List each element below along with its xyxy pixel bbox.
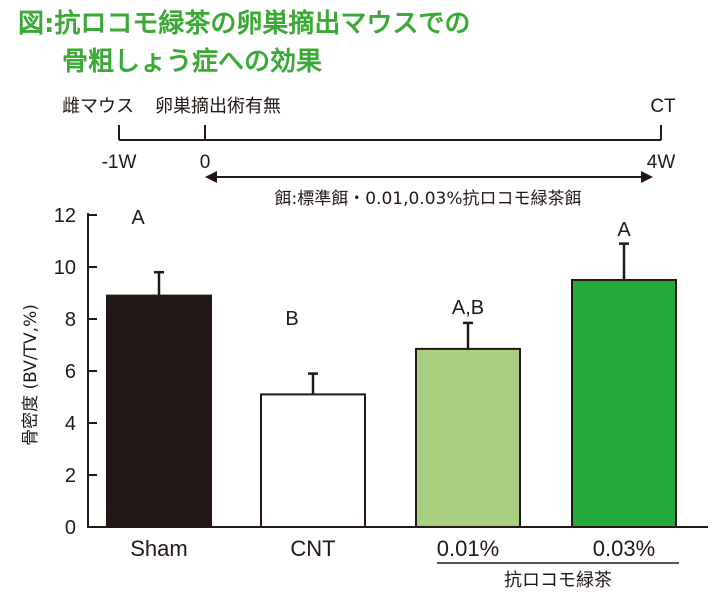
significance-label: B (285, 308, 298, 330)
timeline-label-mid: 卵巣摘出術有無 (155, 96, 281, 117)
x-tick-label: 0.01% (437, 536, 499, 561)
y-tick-label: 6 (65, 361, 76, 383)
feed-note: 餌:標準餌・0.01,0.03%抗ロコモ緑茶餌 (275, 189, 582, 209)
figure-title-line2: 骨粗しょう症への効果 (62, 46, 322, 77)
significance-label: A,B (452, 297, 484, 319)
y-tick-label: 2 (65, 465, 76, 487)
bar (571, 279, 677, 528)
significance-label: A (617, 219, 631, 241)
timeline-label-left: 雌マウス (62, 96, 134, 117)
bar (106, 294, 212, 528)
y-tick-label: 8 (65, 309, 76, 331)
timeline-tick-label: 0 (200, 152, 211, 173)
significance-label: A (131, 207, 145, 229)
y-axis-label: 骨密度 (BV/TV,%) (21, 304, 41, 446)
arrow-left-icon (205, 171, 217, 183)
timeline-tick-label: -1W (102, 152, 137, 173)
timeline: 雌マウス 卵巣摘出術有無 CT -1W 0 4W 餌:標準餌・0.01,0.03… (62, 96, 676, 209)
y-tick-label: 10 (54, 257, 76, 279)
x-tick-label: CNT (290, 536, 335, 561)
arrow-right-icon (641, 171, 653, 183)
x-tick-label: Sham (130, 536, 187, 561)
x-labels: Sham CNT 0.01% 0.03% (130, 536, 655, 561)
timeline-label-right: CT (650, 96, 676, 117)
y-tick-label: 4 (65, 413, 76, 435)
bar (415, 347, 521, 528)
group-label: 抗ロコモ緑茶 (504, 570, 612, 591)
bars: A B A,B A (106, 207, 677, 528)
bar-chart: 0 2 4 6 8 10 12 A B A,B A Sham CNT 0.01% 0.03% 骨密度 (… (21, 205, 708, 591)
x-tick-label: 0.03% (593, 536, 655, 561)
bar (260, 393, 366, 528)
timeline-tick-label: 4W (647, 152, 676, 173)
y-ticks: 0 2 4 6 8 10 12 (54, 205, 97, 539)
y-tick-label: 0 (65, 517, 76, 539)
y-tick-label: 12 (54, 205, 76, 227)
figure-title-line1: 図:抗ロコモ緑茶の卵巣摘出マウスでの (18, 8, 470, 39)
